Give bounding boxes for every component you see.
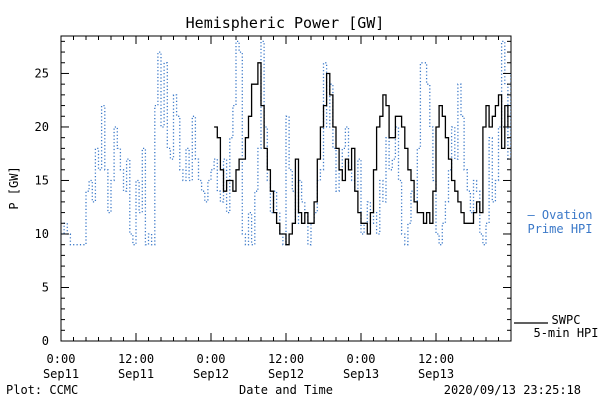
- y-tick-label: 20: [35, 120, 49, 134]
- y-tick-label: 0: [42, 334, 49, 348]
- y-tick-label: 15: [35, 173, 49, 187]
- legend-ovation-label: — Ovation: [527, 208, 592, 222]
- plot-frame: [60, 35, 512, 342]
- x-tick-time-label: 12:00: [118, 352, 154, 366]
- legend-ovation-label: Prime HPI: [527, 222, 592, 236]
- chart-title: Hemispheric Power [GW]: [186, 14, 385, 32]
- series-line-ovation-prime-hpi: [61, 40, 511, 246]
- x-tick-time-label: 12:00: [418, 352, 454, 366]
- x-axis-label: Date and Time: [239, 383, 333, 397]
- y-axis: 0 5 10 15 20 25: [35, 40, 511, 348]
- plot-credit: Plot: CCMC: [6, 383, 78, 397]
- y-tick-label: 5: [42, 280, 49, 294]
- x-axis: 0:00Sep1112:00Sep110:00Sep1212:00Sep120:…: [43, 36, 499, 381]
- x-tick-time-label: 12:00: [268, 352, 304, 366]
- x-tick-time-label: 0:00: [197, 352, 226, 366]
- y-axis-label: P [GW]: [7, 166, 21, 209]
- x-tick-time-label: 0:00: [47, 352, 76, 366]
- x-tick-time-label: 0:00: [347, 352, 376, 366]
- x-tick-date-label: Sep12: [268, 367, 304, 381]
- plot-timestamp: 2020/09/13 23:25:18: [444, 383, 581, 397]
- x-tick-date-label: Sep13: [343, 367, 379, 381]
- x-tick-date-label: Sep12: [193, 367, 229, 381]
- y-tick-label: 10: [35, 227, 49, 241]
- series-line-swpc-5-min-hpi: [214, 62, 509, 246]
- legend-swpc-label: 5-min HPI: [533, 326, 598, 340]
- legend-swpc-label: SWPC: [552, 313, 581, 327]
- plot-area: [60, 35, 512, 342]
- x-tick-date-label: Sep13: [418, 367, 454, 381]
- y-tick-label: 25: [35, 66, 49, 80]
- x-tick-date-label: Sep11: [118, 367, 154, 381]
- x-tick-date-label: Sep11: [43, 367, 79, 381]
